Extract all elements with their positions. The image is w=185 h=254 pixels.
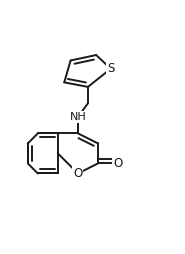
Text: O: O (73, 167, 83, 180)
Text: S: S (107, 62, 114, 75)
Text: NH: NH (70, 112, 86, 122)
Text: O: O (113, 157, 123, 170)
